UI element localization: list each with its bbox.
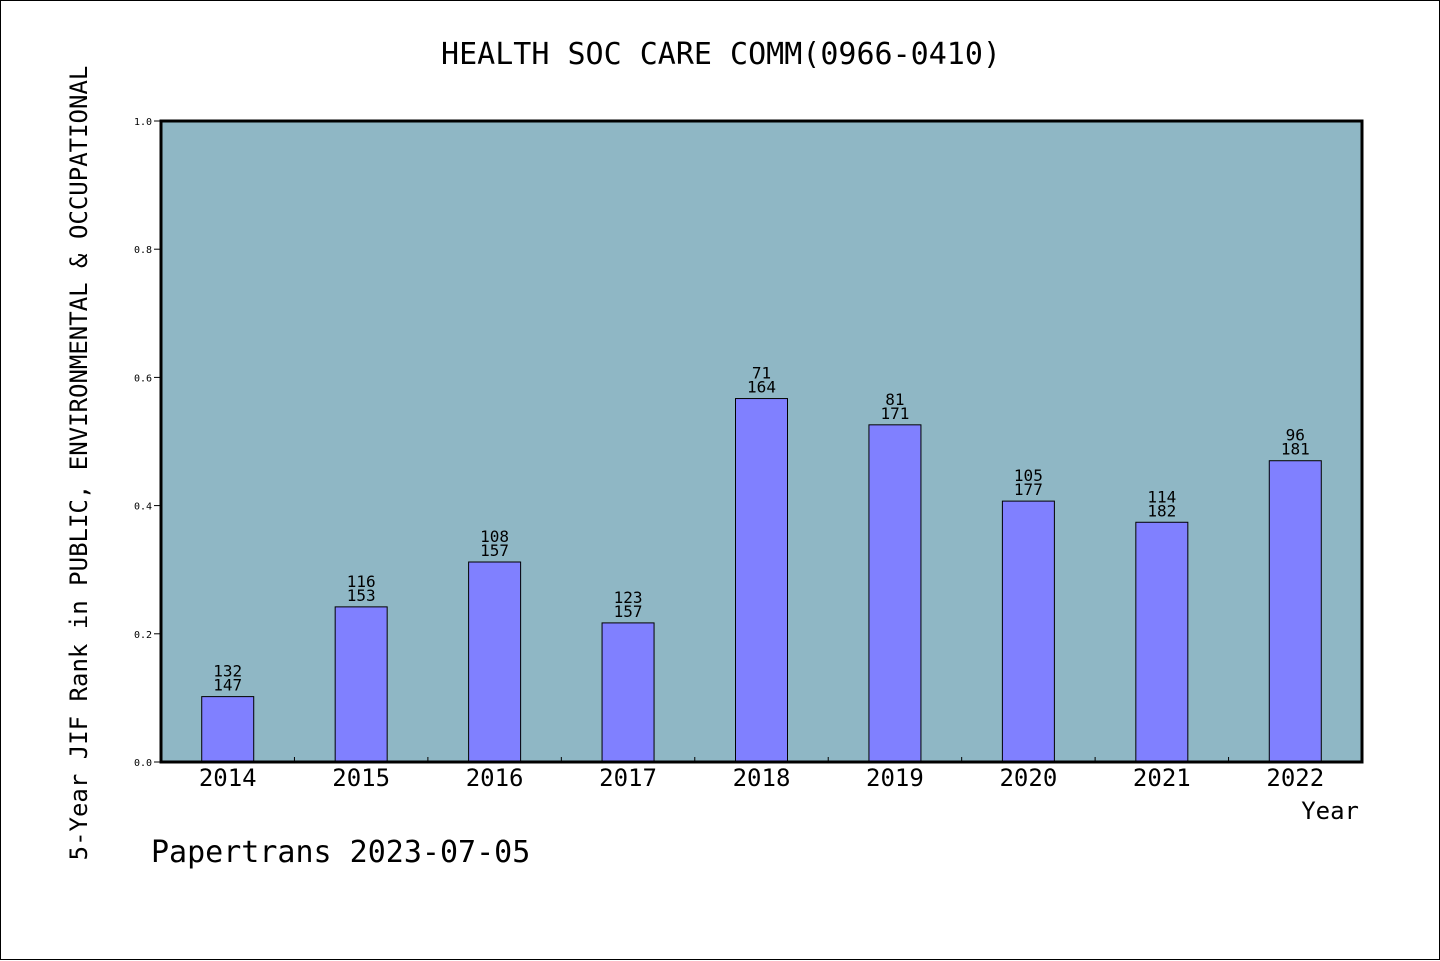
y-tick-label: 0.2	[134, 630, 152, 641]
bar-total-label: 182	[1147, 501, 1176, 520]
bar-rank-label: 71	[752, 364, 771, 383]
footer-credit: Papertrans 2023-07-05	[151, 835, 531, 870]
bar	[735, 398, 788, 763]
bar-total-label: 181	[1281, 440, 1310, 459]
bar	[1001, 500, 1055, 763]
bar-rank-label: 132	[213, 662, 242, 681]
bar-rank-label: 96	[1286, 426, 1305, 445]
bar	[201, 696, 255, 763]
bar	[1268, 460, 1322, 763]
y-tick-label: 0.0	[134, 758, 152, 769]
x-tick-label: 2020	[999, 764, 1057, 792]
y-tick-label: 0.6	[134, 373, 152, 384]
bar-rank-label: 123	[614, 588, 643, 607]
bar	[601, 622, 655, 763]
bar-total-label: 164	[747, 378, 776, 397]
bar	[334, 606, 388, 763]
y-tick-label: 0.8	[134, 245, 152, 256]
bar	[1135, 521, 1189, 763]
y-tick-label: 0.4	[134, 502, 152, 513]
bar-total-label: 147	[213, 676, 242, 695]
x-tick-label: 2019	[866, 764, 924, 792]
bar-total-label: 157	[480, 541, 509, 560]
bar-total-label: 171	[880, 404, 909, 423]
x-tick-label: 2016	[466, 764, 524, 792]
bar-total-label: 153	[347, 586, 376, 605]
bar-rank-label: 108	[480, 527, 509, 546]
x-tick-label: 2014	[199, 764, 257, 792]
x-tick-label: 2015	[332, 764, 390, 792]
chart-title: HEALTH SOC CARE COMM(0966-0410)	[441, 37, 1001, 72]
x-tick-label: 2021	[1133, 764, 1191, 792]
plot-border	[159, 119, 1364, 764]
bar	[868, 424, 922, 763]
bar-rank-label: 116	[347, 572, 376, 591]
y-axis-label: 5-Year JIF Rank in PUBLIC, ENVIRONMENTAL…	[65, 65, 93, 861]
bar-rank-label: 114	[1147, 487, 1176, 506]
x-tick-label: 2017	[599, 764, 657, 792]
bar-total-label: 177	[1014, 480, 1043, 499]
bar-total-label: 157	[614, 602, 643, 621]
bar	[468, 561, 522, 763]
x-axis-label: Year	[1301, 797, 1359, 825]
bar-rank-label: 105	[1014, 466, 1043, 485]
x-tick-label: 2022	[1266, 764, 1324, 792]
y-tick-label: 1.0	[134, 117, 152, 128]
bar-rank-label: 81	[885, 390, 904, 409]
x-tick-label: 2018	[733, 764, 791, 792]
